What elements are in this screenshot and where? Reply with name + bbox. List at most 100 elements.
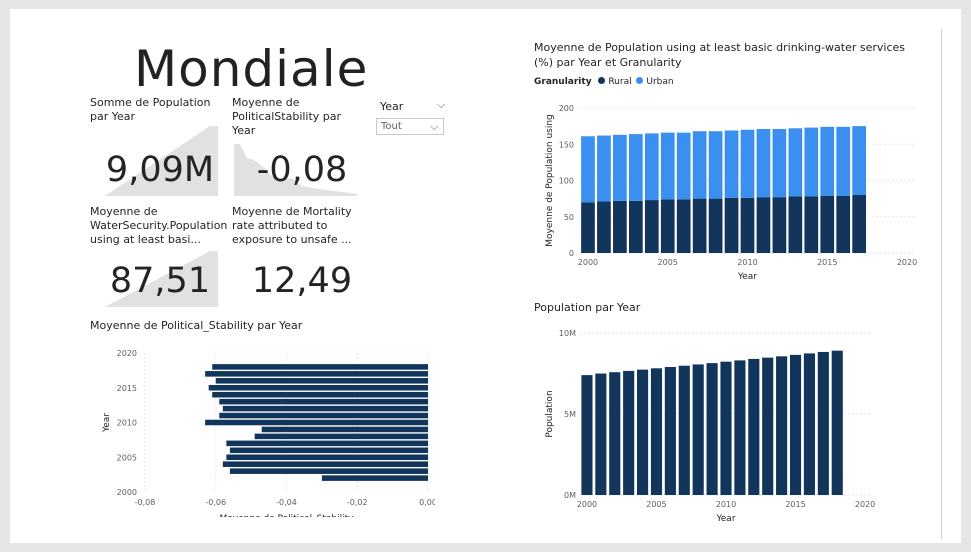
- bar: [678, 365, 690, 495]
- bar: [261, 426, 428, 433]
- bar: [226, 440, 428, 447]
- x-tick-label: -0,06: [205, 498, 226, 507]
- x-tick-label: 2010: [716, 500, 736, 509]
- y-tick-label: 200: [559, 104, 574, 113]
- year-slicer-dropdown[interactable]: Tout ⌵: [376, 118, 444, 135]
- bar-segment: [708, 198, 723, 253]
- bar-segment: [692, 131, 707, 199]
- chart-title: Moyenne de Political_Stability par Year: [90, 319, 303, 332]
- y-tick-label: 2000: [117, 488, 137, 497]
- bar-segment: [597, 201, 611, 253]
- x-axis-label: Moyenne de Political_Stability: [220, 514, 355, 517]
- x-tick-label: 2000: [577, 500, 597, 509]
- bar-segment: [852, 126, 867, 195]
- bar: [623, 370, 635, 495]
- bar-segment: [756, 129, 771, 198]
- kpi-card-value: 87,51: [109, 261, 211, 301]
- bar-segment: [660, 199, 675, 253]
- bar: [254, 433, 428, 440]
- y-tick-label: 2020: [117, 349, 137, 358]
- bar: [222, 405, 428, 412]
- sparkline-area: [105, 126, 218, 196]
- bar: [581, 375, 593, 495]
- bar-segment: [581, 136, 595, 203]
- kpi-card-title: Somme de Population par Year: [90, 96, 211, 123]
- bar: [692, 364, 704, 495]
- bar: [664, 367, 676, 495]
- chart-title: Population par Year: [534, 301, 641, 314]
- y-tick-label: 2005: [117, 453, 137, 462]
- bar: [789, 354, 802, 495]
- y-tick-label: 2010: [117, 419, 137, 428]
- bar: [205, 371, 428, 377]
- x-tick-label: 2020: [897, 258, 917, 267]
- legend-marker: [598, 77, 606, 84]
- x-tick-label: 2005: [646, 500, 666, 509]
- bar: [229, 447, 428, 454]
- bar: [226, 454, 428, 461]
- x-tick-label: 2015: [785, 500, 805, 509]
- bar: [215, 378, 428, 384]
- drinking-water-stacked-chart: 0 50 100 150 200 2000 2005 2010 2015 2020 Year Moye…: [545, 104, 917, 279]
- bar: [219, 412, 428, 419]
- bar-segment: [676, 199, 691, 253]
- x-axis-label: Year: [737, 272, 757, 279]
- bar-segment: [676, 132, 691, 200]
- bar: [734, 360, 746, 495]
- sparkline-area: [105, 251, 218, 307]
- y-tick-label: 0: [569, 249, 574, 258]
- bar-segment: [804, 196, 819, 253]
- bar-segment: [724, 130, 739, 198]
- page-title: Mondiale: [134, 40, 369, 98]
- bar-segment: [692, 198, 707, 253]
- slicer-selected-value: Tout: [381, 121, 402, 132]
- kpi-card-political-stability[interactable]: Moyenne de PoliticalStability par Year -…: [232, 96, 372, 200]
- x-tick-label: 2010: [737, 258, 757, 267]
- bar: [205, 419, 428, 426]
- x-tick-label: 0,00: [419, 498, 435, 507]
- bar-segment: [740, 129, 755, 198]
- bar-segment: [581, 202, 595, 253]
- x-tick-label: -0,02: [347, 498, 368, 507]
- bar-segment: [852, 195, 867, 253]
- bar-segment: [644, 200, 659, 253]
- legend-label: Urban: [646, 77, 674, 87]
- y-tick-label: 10M: [559, 329, 576, 338]
- panel-divider: [941, 29, 942, 539]
- legend-marker: [636, 77, 644, 84]
- x-tick-label: 2000: [578, 258, 598, 267]
- chart-title: Moyenne de Population using at least bas…: [534, 41, 906, 69]
- bar: [222, 461, 428, 467]
- bar-segment: [756, 197, 771, 253]
- bar: [595, 373, 607, 495]
- chart-legend: Granularity Rural Urban: [534, 77, 674, 87]
- chevron-down-icon[interactable]: ⌵: [437, 98, 446, 111]
- y-axis-label: Year: [102, 413, 112, 433]
- kpi-card-title: Moyenne de PoliticalStability par Year: [232, 96, 342, 137]
- bar: [748, 358, 760, 495]
- report-canvas: Mondiale Somme de Population par Year 9,…: [10, 9, 961, 543]
- bar-segment: [820, 126, 835, 196]
- y-axis-label: Population: [545, 390, 555, 437]
- y-axis-label: Moyenne de Population using: [545, 114, 555, 247]
- bar: [803, 353, 815, 495]
- x-tick-label: 2020: [855, 500, 875, 509]
- legend-label: Rural: [608, 77, 632, 87]
- x-axis-label: Year: [715, 514, 735, 524]
- bar-segment: [724, 197, 739, 253]
- sparkline-area: [234, 144, 357, 196]
- bar-segment: [708, 131, 723, 199]
- kpi-card-population[interactable]: Somme de Population par Year 9,09M: [90, 96, 230, 200]
- kpi-card-mortality[interactable]: Moyenne de Mortality rate attributed to …: [232, 203, 372, 311]
- bar-segment: [772, 129, 787, 198]
- kpi-card-water-security[interactable]: Moyenne de WaterSecurity.Population usin…: [90, 203, 230, 311]
- bar-segment: [740, 197, 755, 253]
- legend-title: Granularity: [534, 77, 592, 87]
- bar: [650, 368, 663, 495]
- bar-segment: [628, 134, 643, 201]
- bar-segment: [644, 133, 659, 201]
- y-tick-label: 2015: [117, 384, 137, 393]
- bar-segment: [628, 200, 643, 253]
- bar: [219, 398, 428, 405]
- y-tick-label: 100: [559, 177, 574, 186]
